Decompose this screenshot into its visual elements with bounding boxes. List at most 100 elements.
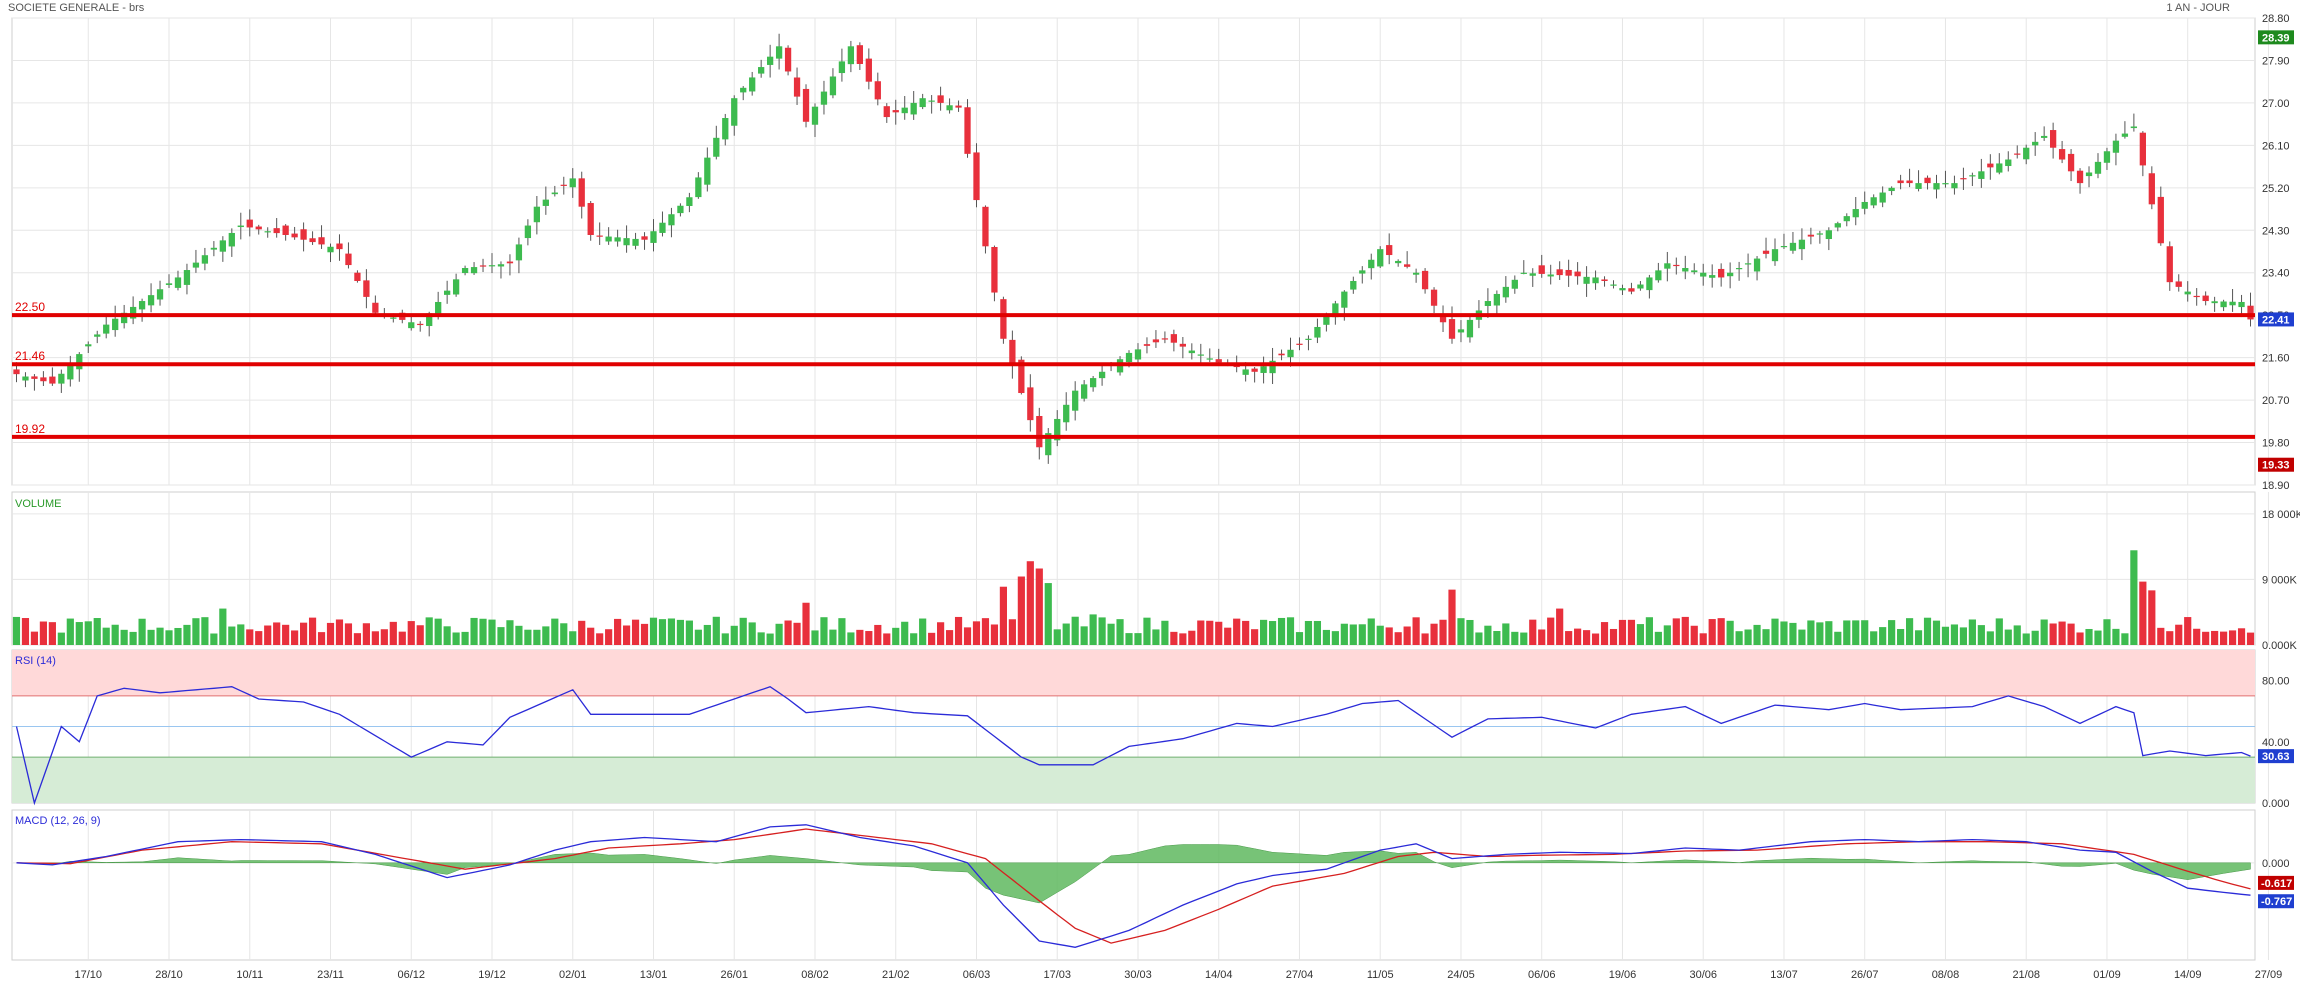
candle-up <box>722 118 729 140</box>
price-badge <box>2258 312 2294 327</box>
volume-bar <box>1897 628 1905 645</box>
candle-up <box>1063 404 1070 423</box>
rsi-overbought-zone <box>12 650 2255 696</box>
volume-bar <box>138 618 146 645</box>
volume-bar <box>981 618 990 645</box>
candle-down <box>1036 415 1043 448</box>
candle-down <box>372 302 379 313</box>
volume-bar <box>1681 616 1689 645</box>
candle-up <box>1637 284 1644 289</box>
volume-bar <box>631 619 640 645</box>
x-tick-label: 23/11 <box>317 969 344 981</box>
volume-bar <box>865 631 873 645</box>
volume-bar <box>838 618 846 645</box>
candle-down <box>1906 180 1913 184</box>
candle-down <box>560 184 567 186</box>
volume-bar <box>1717 618 1725 645</box>
volume-bar <box>102 627 110 645</box>
volume-bar <box>425 617 433 645</box>
candle-up <box>569 178 576 188</box>
price-y-tick-label: 18.90 <box>2262 480 2290 492</box>
candle-up <box>1206 358 1213 360</box>
candle-down <box>291 233 298 238</box>
volume-bar <box>1798 629 1806 645</box>
candle-down <box>318 237 325 245</box>
volume-bar <box>685 620 693 645</box>
volume-bar <box>1807 620 1815 645</box>
volume-bar <box>622 625 631 645</box>
volume-bar <box>1645 617 1653 645</box>
volume-panel-title: VOLUME <box>15 498 61 510</box>
x-tick-label: 19/06 <box>1609 969 1637 981</box>
volume-bar <box>892 627 900 645</box>
x-tick-label: 02/01 <box>559 969 587 981</box>
volume-bar <box>1888 620 1896 645</box>
candle-down <box>802 88 810 122</box>
volume-bar <box>811 630 819 645</box>
candle-up <box>1089 378 1097 388</box>
candle-down <box>1574 271 1581 277</box>
candle-up <box>1834 223 1841 228</box>
x-tick-label: 01/09 <box>2093 969 2121 981</box>
volume-bar <box>1161 620 1169 645</box>
volume-bar <box>1600 622 1609 645</box>
volume-bar <box>1224 627 1232 645</box>
candle-down <box>1673 264 1680 267</box>
candle-up <box>2238 301 2245 308</box>
volume-bar <box>156 627 164 645</box>
volume-bar <box>928 632 936 645</box>
volume-bar <box>1834 631 1842 645</box>
candle-up <box>1242 369 1249 375</box>
volume-bar <box>1358 624 1366 645</box>
volume-bar <box>954 616 963 645</box>
support-line-label: 21.46 <box>15 349 45 363</box>
candle-down <box>856 45 863 64</box>
candle-up <box>488 265 496 267</box>
candle-up <box>461 268 469 274</box>
candle-up <box>704 157 711 185</box>
volume-bar <box>542 626 550 645</box>
volume-bar <box>1026 561 1034 645</box>
volume-bar <box>1744 629 1752 645</box>
candle-down <box>1807 234 1815 237</box>
volume-bar <box>515 625 523 645</box>
candle-up <box>183 270 191 285</box>
candle-down <box>1152 339 1160 343</box>
candle-down <box>282 225 289 235</box>
candle-up <box>112 318 119 331</box>
candle-down <box>784 47 792 72</box>
volume-bar <box>246 629 254 645</box>
price-y-tick-label: 20.70 <box>2262 395 2290 407</box>
candle-down <box>2247 305 2254 320</box>
volume-bar <box>1520 632 1528 645</box>
volume-bar <box>793 622 801 645</box>
volume-bar <box>640 623 649 645</box>
candle-up <box>2103 151 2111 163</box>
volume-bar <box>2246 632 2255 645</box>
volume-bar <box>1251 629 1259 645</box>
volume-bar <box>192 618 200 645</box>
candle-up <box>1457 329 1465 333</box>
volume-bar <box>1367 618 1375 645</box>
volume-bar <box>1197 620 1205 645</box>
volume-bar <box>1753 624 1761 645</box>
volume-bar <box>273 622 281 645</box>
rsi-line <box>15 685 2251 806</box>
candle-up <box>2112 140 2120 153</box>
volume-bar <box>945 630 954 645</box>
volume-bar <box>596 633 604 645</box>
candle-up <box>1610 284 1617 286</box>
x-tick-label: 26/07 <box>1851 969 1879 981</box>
candle-up <box>2229 301 2236 306</box>
candle-up <box>1081 384 1088 399</box>
x-tick-label: 11/05 <box>1367 969 1394 981</box>
candle-up <box>1368 259 1375 269</box>
candle-up <box>1780 245 1788 248</box>
volume-bar <box>1762 629 1770 645</box>
candle-up <box>2094 161 2102 174</box>
candle-up <box>713 137 720 157</box>
volume-bar <box>1771 618 1779 645</box>
candle-up <box>1520 272 1527 274</box>
candle-up <box>1700 272 1707 277</box>
volume-y-tick-label: 18 000K <box>2262 509 2300 521</box>
